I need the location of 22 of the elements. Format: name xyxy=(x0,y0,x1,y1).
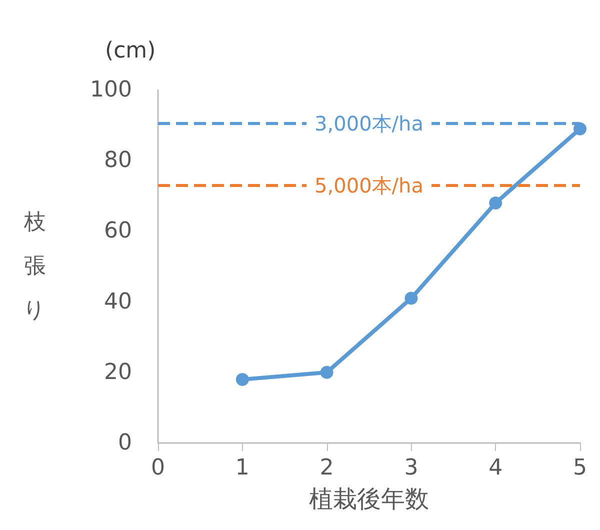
point xyxy=(489,196,502,210)
y-tick-label: 100 xyxy=(90,78,132,102)
x-tick-label: 2 xyxy=(320,456,334,480)
x-tick-label: 4 xyxy=(488,456,503,480)
x-tick-label: 1 xyxy=(235,456,250,480)
y-tick-label: 20 xyxy=(104,360,132,385)
point xyxy=(320,366,334,379)
x-axis-title: 植栽後年数 xyxy=(309,485,429,513)
text: (cm) xyxy=(105,38,156,64)
y-axis-title: 枝張り xyxy=(23,210,46,323)
point xyxy=(404,292,418,305)
point xyxy=(574,122,586,136)
point xyxy=(236,372,249,386)
y-tick-label: 80 xyxy=(104,148,132,174)
x-tick-label: 5 xyxy=(573,456,587,480)
y-tick-label: 0 xyxy=(118,430,132,456)
y-tick-label: 60 xyxy=(104,218,132,244)
ref-line-label: 5,000本/ha xyxy=(314,173,424,198)
x-tick-label: 0 xyxy=(151,456,165,480)
x-tick-label: 3 xyxy=(404,456,418,480)
ref-line-label: 3,000本/ha xyxy=(314,112,424,136)
y-tick-label: 40 xyxy=(104,289,132,314)
